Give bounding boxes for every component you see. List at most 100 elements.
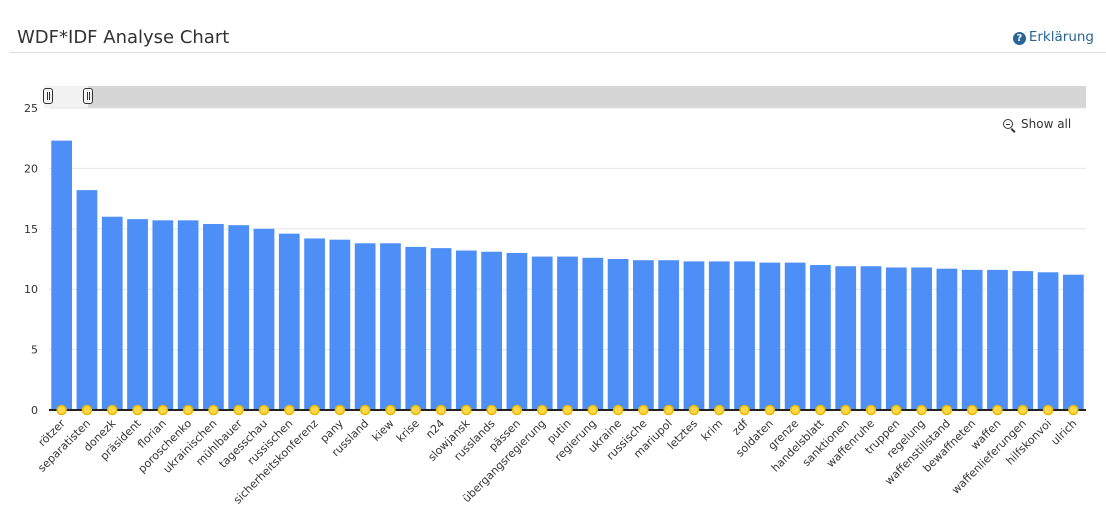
point-marker[interactable]: [916, 404, 927, 416]
navigator-right-handle[interactable]: [83, 88, 93, 104]
bar[interactable]: [1062, 274, 1084, 410]
bar[interactable]: [152, 220, 174, 410]
bar[interactable]: [835, 266, 857, 410]
point-marker[interactable]: [536, 404, 548, 416]
point-marker[interactable]: [1042, 404, 1054, 416]
point-marker[interactable]: [309, 404, 320, 416]
navigator-selected-range[interactable]: [44, 86, 88, 108]
point-marker[interactable]: [714, 404, 725, 416]
point-marker[interactable]: [359, 404, 371, 416]
bar[interactable]: [506, 252, 528, 410]
bar[interactable]: [253, 228, 275, 410]
point-marker[interactable]: [157, 404, 169, 416]
bar[interactable]: [810, 265, 831, 410]
point-marker[interactable]: [81, 404, 93, 416]
bar[interactable]: [557, 256, 578, 410]
show-all-button[interactable]: Show all: [1003, 117, 1071, 131]
point-marker[interactable]: [385, 404, 396, 416]
bar[interactable]: [633, 260, 654, 410]
y-tick-label: 15: [24, 223, 38, 236]
help-icon: ?: [1012, 32, 1026, 45]
point-marker[interactable]: [815, 404, 826, 416]
y-tick-label: 20: [24, 162, 38, 175]
point-marker[interactable]: [233, 404, 244, 416]
bar[interactable]: [304, 238, 325, 410]
point-marker[interactable]: [106, 404, 118, 416]
point-marker[interactable]: [1068, 404, 1079, 416]
point-marker[interactable]: [764, 404, 776, 416]
bar[interactable]: [405, 246, 427, 410]
bar[interactable]: [1012, 271, 1034, 410]
bar[interactable]: [228, 225, 250, 410]
bar[interactable]: [51, 140, 73, 410]
bar[interactable]: [683, 261, 705, 410]
point-marker[interactable]: [208, 404, 219, 416]
bar[interactable]: [734, 261, 755, 410]
bar[interactable]: [455, 250, 477, 410]
point-marker[interactable]: [461, 404, 472, 416]
point-marker[interactable]: [562, 404, 573, 416]
bar[interactable]: [987, 269, 1008, 410]
point-marker[interactable]: [587, 404, 599, 416]
bar[interactable]: [911, 267, 932, 410]
bar[interactable]: [177, 220, 199, 410]
range-navigator[interactable]: [43, 86, 1086, 108]
bar[interactable]: [278, 233, 300, 410]
x-axis-labels: rötzerseparatistendonezkpräsidentflorian…: [35, 416, 1079, 506]
point-marker[interactable]: [410, 404, 421, 416]
navigator-left-handle[interactable]: [43, 88, 53, 104]
point-marker[interactable]: [511, 404, 523, 416]
bar[interactable]: [607, 259, 629, 410]
bar[interactable]: [708, 261, 730, 410]
point-marker[interactable]: [284, 404, 295, 416]
bar[interactable]: [354, 243, 376, 410]
point-marker[interactable]: [941, 404, 953, 416]
show-all-label: Show all: [1021, 117, 1072, 131]
point-marker[interactable]: [132, 404, 143, 416]
bar[interactable]: [860, 266, 882, 410]
bar[interactable]: [329, 239, 351, 410]
point-marker[interactable]: [182, 404, 194, 416]
bar[interactable]: [127, 219, 148, 410]
bar[interactable]: [531, 256, 553, 410]
point-marker[interactable]: [334, 404, 346, 416]
point-marker[interactable]: [992, 404, 1003, 416]
y-tick-label: 5: [31, 344, 38, 357]
bar[interactable]: [1037, 272, 1059, 410]
point-marker[interactable]: [891, 404, 902, 416]
point-marker[interactable]: [966, 404, 978, 416]
point-marker[interactable]: [435, 404, 447, 416]
chart-header: WDF*IDF Analyse Chart ? Erklärung: [0, 0, 1106, 52]
bar[interactable]: [759, 262, 781, 410]
bar[interactable]: [582, 257, 604, 410]
y-tick-label: 25: [24, 102, 38, 115]
y-tick-label: 0: [31, 404, 38, 417]
point-marker[interactable]: [840, 404, 851, 416]
zoom-out-icon: [1003, 119, 1013, 129]
point-marker[interactable]: [688, 404, 700, 416]
point-marker[interactable]: [865, 404, 877, 416]
point-marker[interactable]: [56, 404, 67, 416]
point-marker[interactable]: [663, 404, 674, 416]
bar[interactable]: [380, 243, 401, 410]
bar[interactable]: [481, 251, 502, 410]
bar[interactable]: [936, 268, 958, 410]
point-marker[interactable]: [612, 404, 624, 416]
point-marker[interactable]: [638, 404, 649, 416]
bar[interactable]: [430, 248, 452, 410]
bar[interactable]: [961, 269, 983, 410]
help-link[interactable]: ? Erklärung: [1012, 29, 1094, 45]
point-marker[interactable]: [1017, 404, 1029, 416]
point-marker[interactable]: [739, 404, 750, 416]
bar[interactable]: [203, 223, 224, 410]
point-marker[interactable]: [486, 404, 497, 416]
point-marker[interactable]: [789, 404, 801, 416]
point-marker[interactable]: [258, 404, 270, 416]
bar[interactable]: [101, 216, 123, 410]
bar[interactable]: [784, 262, 806, 410]
bar[interactable]: [76, 190, 98, 410]
x-tick-label: kiew: [370, 417, 397, 444]
bar[interactable]: [885, 267, 907, 410]
bar[interactable]: [658, 260, 680, 410]
